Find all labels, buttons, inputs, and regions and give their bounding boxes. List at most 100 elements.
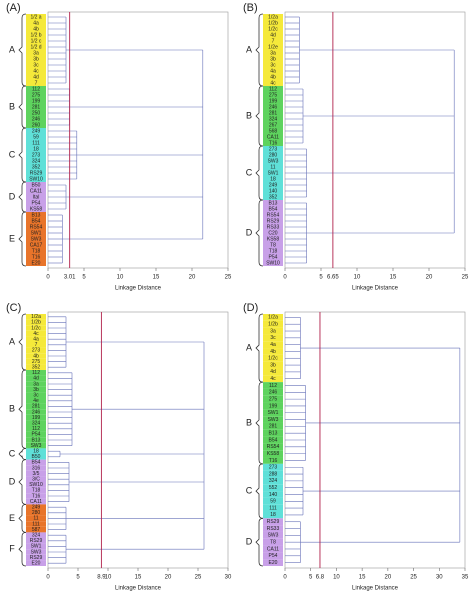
leaf-box xyxy=(26,543,46,550)
leaf-box xyxy=(26,409,46,415)
panel-label: (C) xyxy=(6,302,21,314)
leaf-box xyxy=(26,431,46,438)
leaf-label: P54 xyxy=(269,553,278,559)
leaf-box xyxy=(26,176,46,182)
leaf-box xyxy=(26,146,46,152)
leaf-label: P54 xyxy=(269,254,278,260)
leaf-label: SW3 xyxy=(268,158,279,164)
leaf-box xyxy=(26,158,46,164)
leaf-label: 1/2 c xyxy=(31,38,42,44)
leaf-box xyxy=(26,14,46,20)
leaf-box xyxy=(26,504,46,510)
x-tick-label: 20 xyxy=(385,575,392,581)
group-label: A xyxy=(9,44,15,54)
leaf-label: 275 xyxy=(269,92,278,98)
leaf-label: 249 xyxy=(269,182,278,188)
leaf-label: 199 xyxy=(32,98,41,104)
leaf-label: 352 xyxy=(32,365,41,371)
leaf-box xyxy=(26,493,46,499)
group-label: E xyxy=(9,233,15,243)
leaf-box xyxy=(26,420,46,426)
leaf-label: SW1 xyxy=(31,230,42,236)
leaf-label: 140 xyxy=(269,492,278,498)
leaf-label: RS54 xyxy=(30,224,43,230)
leaf-box xyxy=(263,164,283,170)
leaf-box xyxy=(263,86,283,92)
leaf-label: 249 xyxy=(32,505,41,511)
leaf-box xyxy=(263,122,283,128)
x-tick-label: 25 xyxy=(195,575,202,581)
leaf-box xyxy=(26,470,46,477)
x-tick-label: 5 xyxy=(76,575,80,581)
leaf-label: 552 xyxy=(269,485,278,491)
leaf-label: 4b xyxy=(270,74,276,80)
leaf-label: 281 xyxy=(32,104,41,110)
leaf-label: 281 xyxy=(269,424,278,430)
leaf-label: T16 xyxy=(269,458,278,464)
leaf-box xyxy=(26,375,46,382)
cut-label: 8.9 xyxy=(97,575,106,581)
leaf-box xyxy=(263,134,283,140)
leaf-box xyxy=(263,511,283,519)
leaf-label: 112 xyxy=(32,86,40,92)
leaf-box xyxy=(263,395,283,403)
leaf-label: 280 xyxy=(32,510,41,516)
x-tick-label: 30 xyxy=(436,575,443,581)
leaf-label: SW10 xyxy=(29,482,43,488)
leaf-box xyxy=(263,140,283,146)
leaf-box xyxy=(26,398,46,404)
leaf-box xyxy=(263,80,283,86)
leaf-label: 273 xyxy=(269,465,278,471)
leaf-box xyxy=(26,370,46,376)
leaf-label: RS29 xyxy=(30,538,43,544)
leaf-box xyxy=(26,56,46,62)
leaf-box xyxy=(263,242,283,248)
leaf-label: 3b xyxy=(33,387,39,393)
leaf-label: 18 xyxy=(270,176,276,182)
leaf-label: RS33 xyxy=(267,224,280,230)
leaf-label: 1/2b xyxy=(268,322,278,328)
leaf-label: 316 xyxy=(32,465,41,471)
leaf-box xyxy=(26,44,46,50)
x-tick-label: 10 xyxy=(333,575,340,581)
leaf-box xyxy=(26,260,46,266)
x-tick-label: 0 xyxy=(283,275,287,281)
leaf-box xyxy=(263,26,283,32)
group-label: A xyxy=(246,44,252,54)
leaf-label: 4c xyxy=(33,331,39,337)
leaf-box xyxy=(26,32,46,38)
leaf-label: T16 xyxy=(269,140,278,146)
cut-label: 6.65 xyxy=(327,275,339,281)
leaf-box xyxy=(263,206,283,212)
leaf-box xyxy=(263,98,283,104)
leaf-box xyxy=(26,414,46,421)
leaf-label: 111 xyxy=(32,521,40,527)
leaf-box xyxy=(263,212,283,218)
leaf-box xyxy=(263,320,283,328)
leaf-box xyxy=(26,218,46,224)
leaf-label: 1/2 b xyxy=(30,32,41,38)
leaf-box xyxy=(263,470,283,478)
leaf-label: 4d xyxy=(33,74,39,80)
leaf-label: 3/C xyxy=(32,477,40,483)
leaf-label: 246 xyxy=(269,104,278,110)
leaf-label: 4a xyxy=(270,342,276,348)
leaf-label: T8 xyxy=(270,242,276,248)
leaf-label: 18 xyxy=(33,449,39,455)
leaf-label: 275 xyxy=(269,396,278,402)
leaf-box xyxy=(263,334,283,342)
leaf-box xyxy=(26,50,46,56)
plot-frame xyxy=(284,311,466,569)
leaf-box xyxy=(26,487,46,494)
leaf-label: C20 xyxy=(268,230,277,236)
x-tick-label: 25 xyxy=(462,275,469,281)
group-brace xyxy=(255,381,264,465)
leaf-box xyxy=(263,62,283,68)
leaf-label: B50 xyxy=(32,182,41,188)
leaf-box xyxy=(263,416,283,423)
leaf-label: 1/2 a xyxy=(30,14,41,20)
leaf-box xyxy=(263,538,283,546)
leaf-label: 280 xyxy=(269,152,278,158)
leaf-label: SW3 xyxy=(268,417,279,423)
leaf-label: T16 xyxy=(32,254,41,260)
